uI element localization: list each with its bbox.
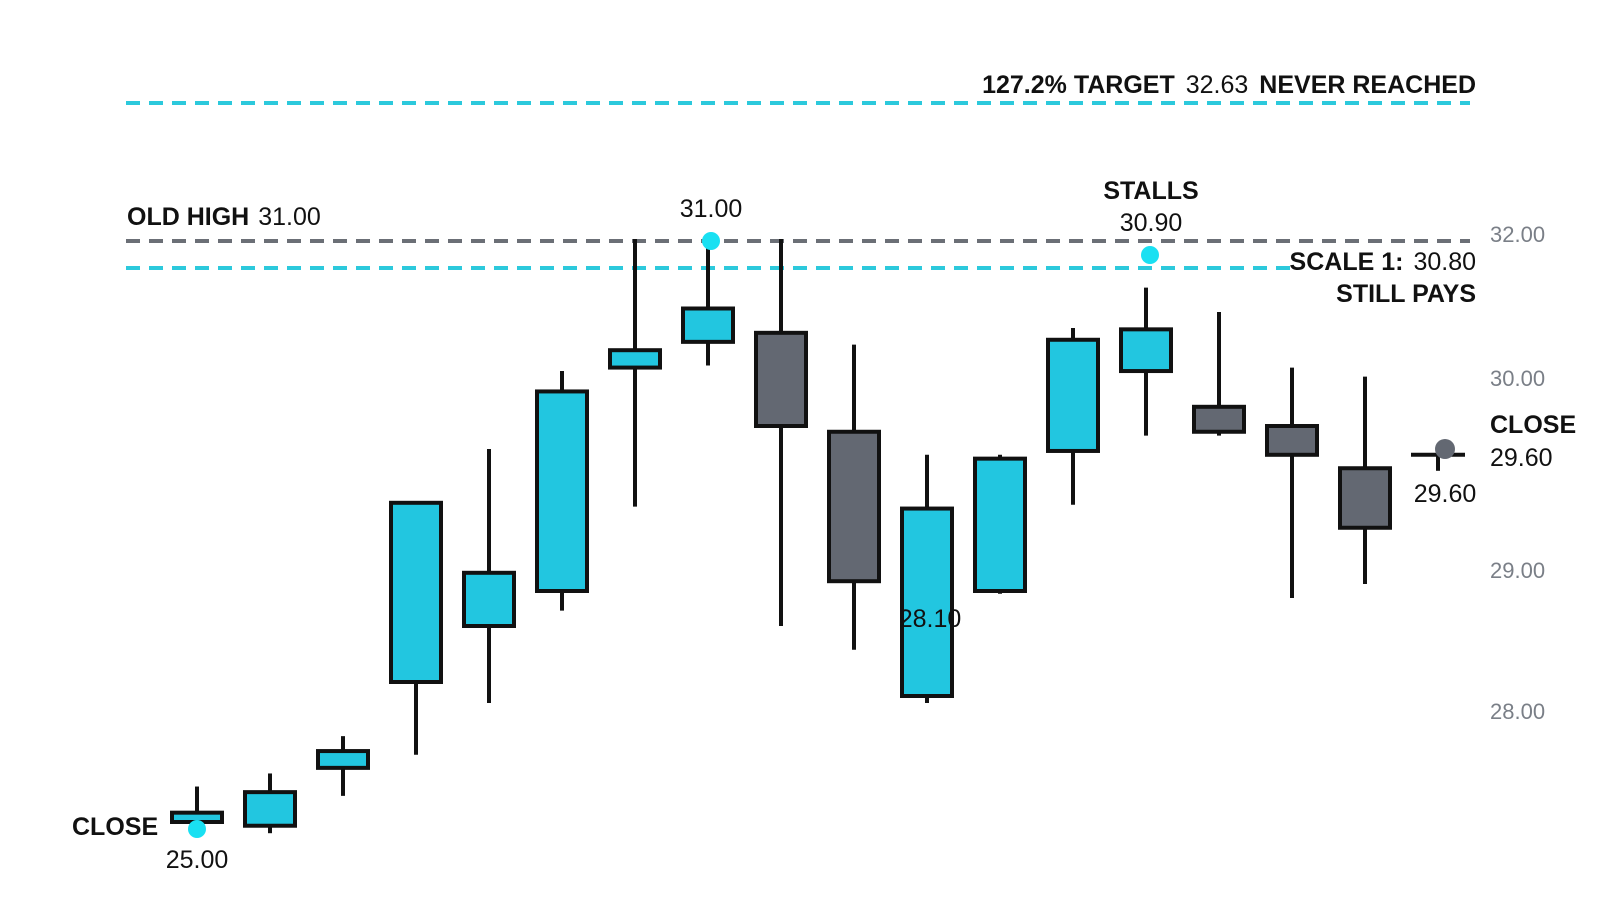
start-close-marker xyxy=(188,820,206,838)
scale-1-label-value: 30.80 xyxy=(1413,248,1476,276)
target-label-value: 32.63 xyxy=(1186,71,1249,99)
peak-value-label: 31.00 xyxy=(680,195,743,223)
old-high-label-text: OLD HIGH xyxy=(127,203,249,231)
candle-bull-body xyxy=(900,506,954,698)
stalls-value: 30.90 xyxy=(1120,209,1183,237)
last-value-label: 29.60 xyxy=(1414,480,1477,508)
start-close-label: CLOSE xyxy=(72,813,158,841)
candle-bull-body xyxy=(1046,337,1100,453)
scale-1-label-text: SCALE 1: xyxy=(1290,248,1404,276)
candle-bull-body xyxy=(389,500,443,684)
right-close-label: CLOSE xyxy=(1490,411,1576,439)
stalls-label: STALLS xyxy=(1103,177,1198,205)
y-tick-label: 30.00 xyxy=(1490,366,1545,391)
candle-bear-body xyxy=(1265,424,1319,457)
candle-bull-body xyxy=(462,570,516,628)
last-close-marker xyxy=(1435,439,1455,459)
old-high-label-value: 31.00 xyxy=(258,203,321,231)
candle-bull-body xyxy=(973,456,1027,594)
stalls-marker xyxy=(1141,246,1159,264)
y-tick-label: 29.00 xyxy=(1490,558,1545,583)
scale-1-label-line2: STILL PAYS xyxy=(1336,280,1476,308)
target-label-suffix: NEVER REACHED xyxy=(1259,71,1476,99)
scale-1-label: SCALE 1: 30.80 xyxy=(1290,248,1476,276)
candle-bull-body xyxy=(535,389,589,593)
low-value-label: 28.10 xyxy=(899,605,962,633)
start-close-value: 25.00 xyxy=(166,846,229,874)
candle-bull-body xyxy=(316,749,370,770)
candle-bear-body xyxy=(827,429,881,584)
y-tick-label: 28.00 xyxy=(1490,699,1545,724)
target-label: 127.2% TARGET 32.63 NEVER REACHED xyxy=(982,71,1476,99)
old-high-label: OLD HIGH 31.00 xyxy=(127,203,321,231)
candle-bull-body xyxy=(243,790,297,828)
target-label-prefix: 127.2% TARGET xyxy=(982,71,1175,99)
candle-bull-body xyxy=(681,306,735,344)
peak-marker xyxy=(702,232,720,250)
candle-bear-body xyxy=(754,330,808,429)
candle-bull-body xyxy=(608,348,662,370)
right-close-value: 29.60 xyxy=(1490,444,1553,472)
candle-bear-body xyxy=(1338,466,1392,530)
candle-bear-body xyxy=(1192,404,1246,434)
y-tick-label: 32.00 xyxy=(1490,222,1545,247)
candle-bull-body xyxy=(1119,327,1173,374)
candles-group xyxy=(170,239,1465,834)
